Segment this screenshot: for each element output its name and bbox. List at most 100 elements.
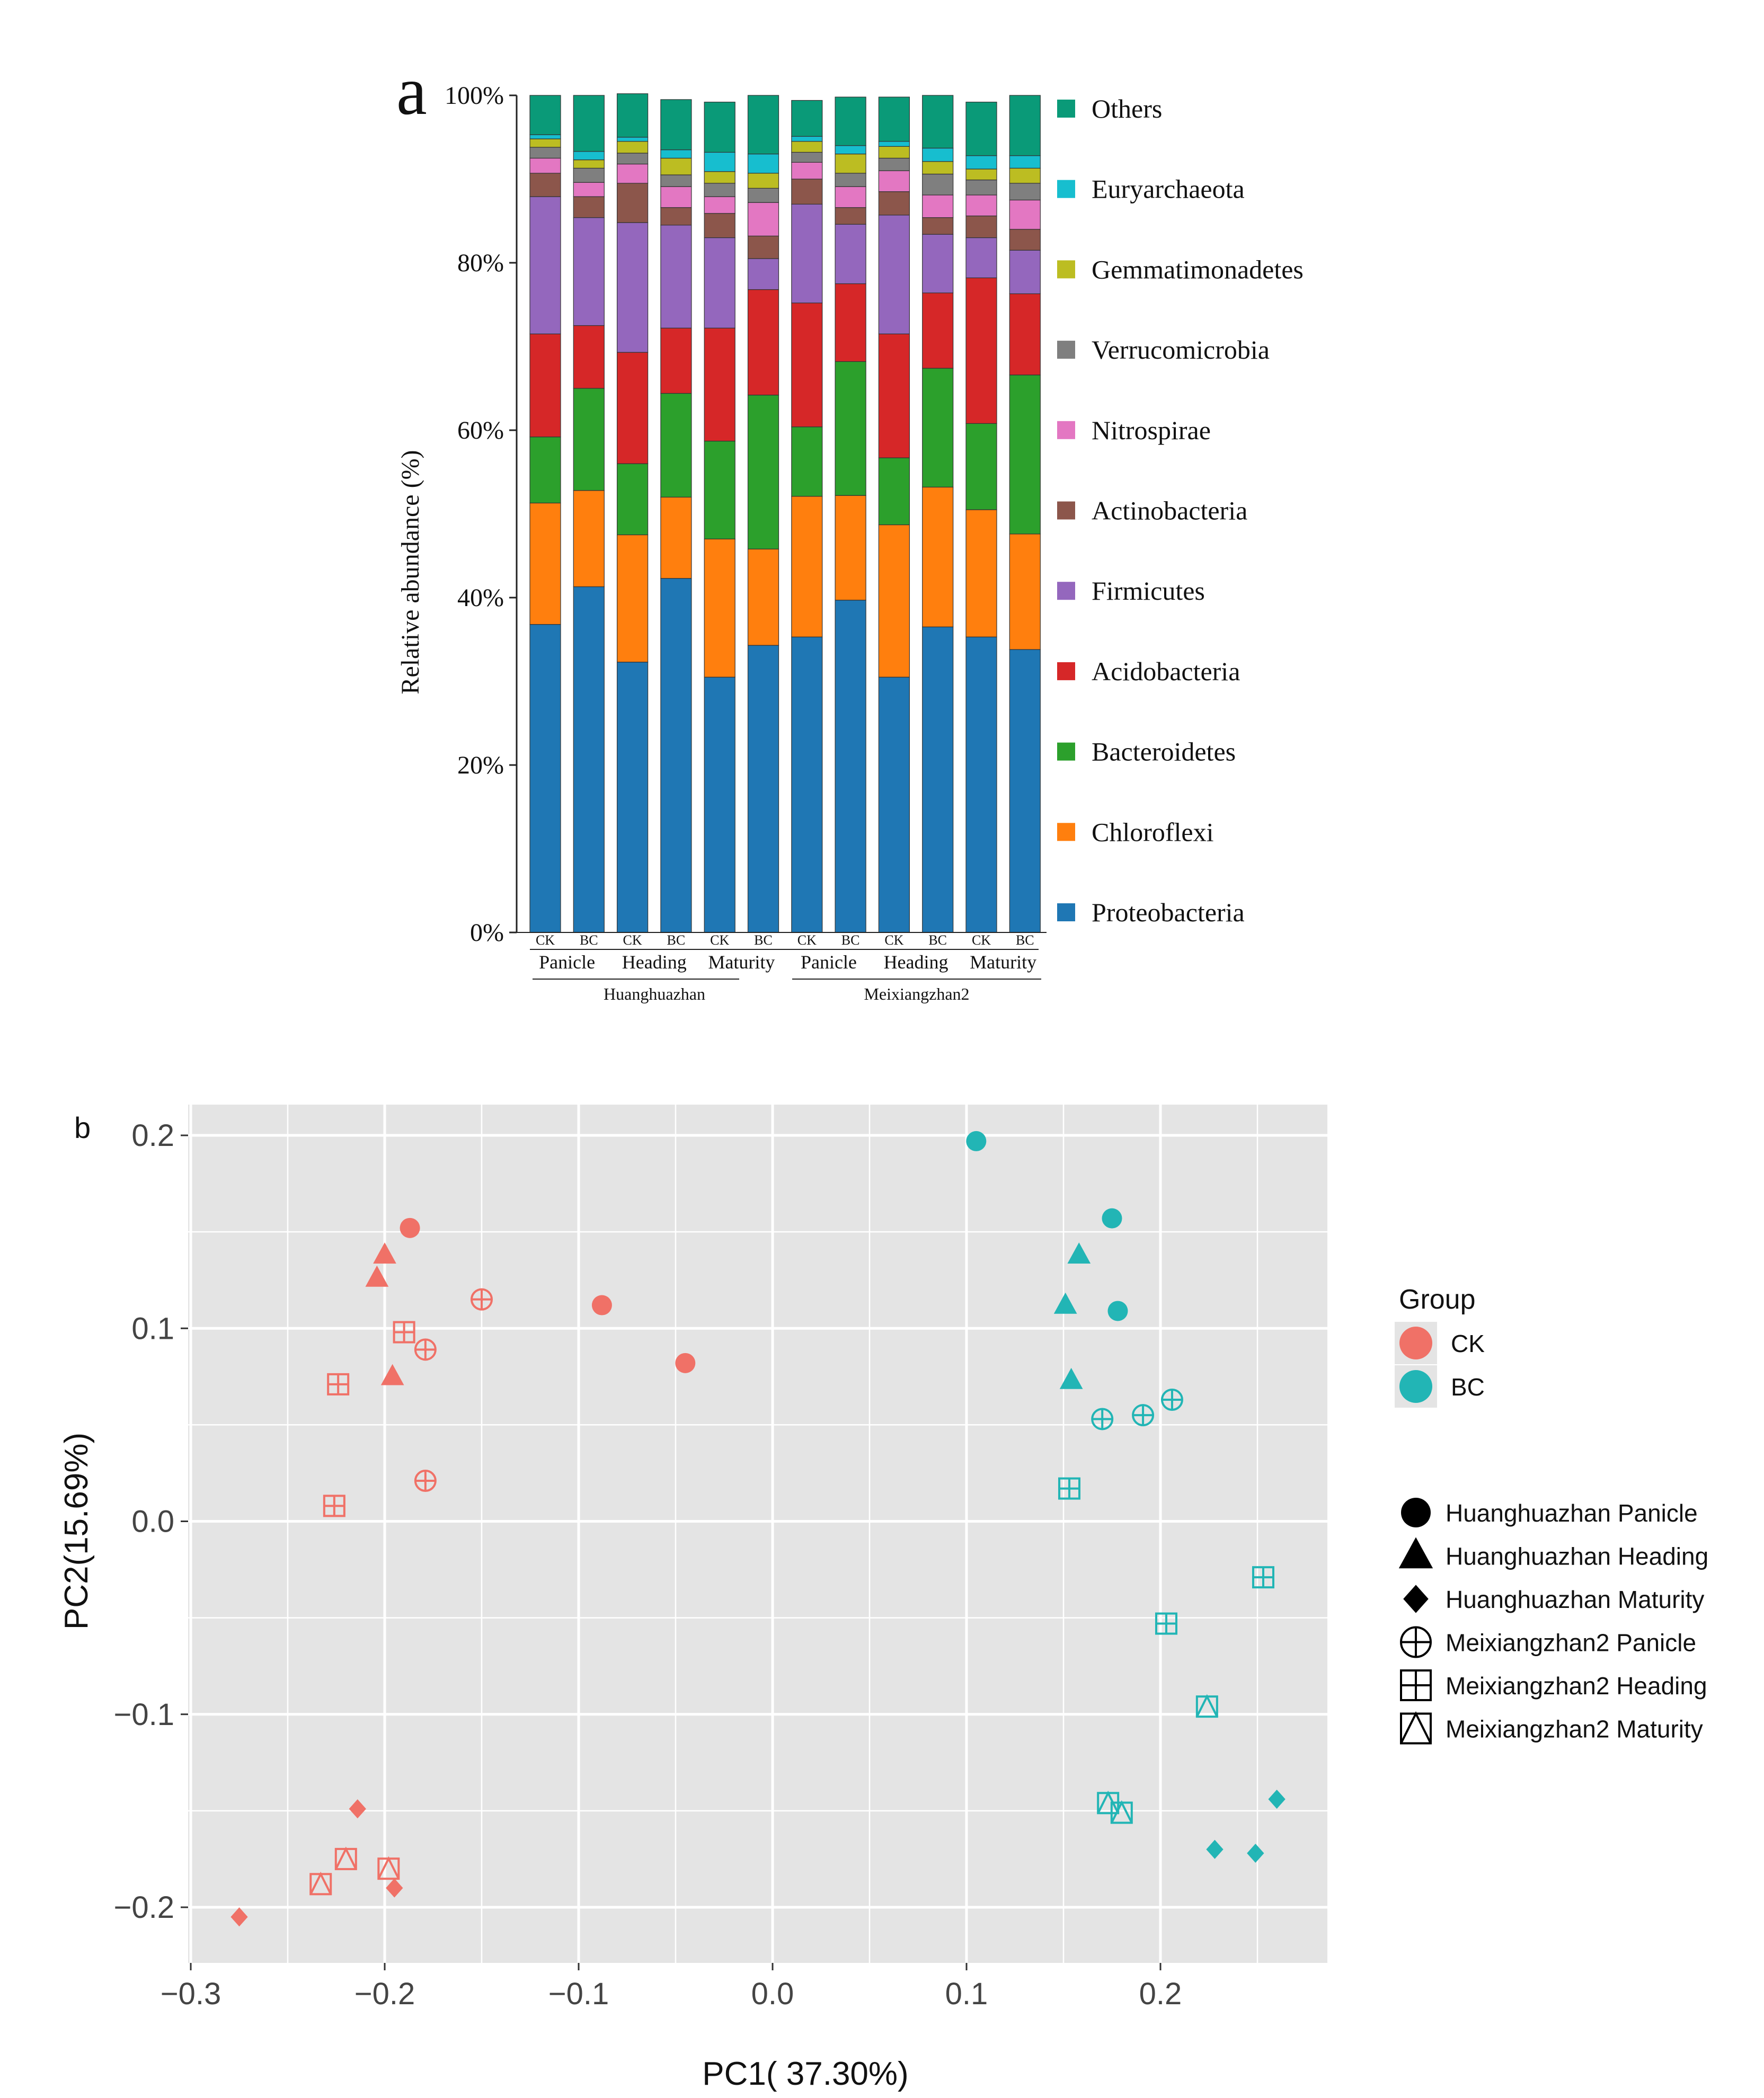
legend-shape-label: Meixiangzhan2 Maturity xyxy=(1446,1715,1703,1743)
bar-segment-chloroflexi xyxy=(835,495,866,601)
legend: Others Euryarchaeota Gemmatimonadetes Verru… xyxy=(1057,94,1304,927)
bar-segment-verrucomicrobia xyxy=(616,153,649,165)
bar-segment-firmicutes xyxy=(965,237,997,279)
x-tick-label: BC xyxy=(580,932,598,948)
x-tick-label: 0.1 xyxy=(945,1977,988,2011)
bar-segment-actinobacteria xyxy=(616,183,649,223)
bar-segment-chloroflexi xyxy=(660,496,692,579)
marker-shape xyxy=(386,1878,403,1898)
legend-label: Euryarchaeota xyxy=(1092,174,1245,204)
pca-scatter-chart: b −0.3 −0.2 −0.1 0.0 0.1 0.2 −0.2 −0.1 0.0 0.1 0.2… xyxy=(58,1105,1708,2092)
bar-segment-actinobacteria xyxy=(835,207,866,225)
y-axis: 0% 20% 40% 60% 80% 100% xyxy=(445,82,518,947)
bar-segment-firmicutes xyxy=(529,196,561,334)
x-axis-labels: CK BC CK BC CK BC CK BC CK BC CK BC Panicle Heading Ma… xyxy=(517,932,1047,1003)
point-bc-square-triangle xyxy=(1195,1694,1218,1718)
points xyxy=(231,1131,1286,1927)
legend-label: Others xyxy=(1092,94,1162,123)
bar-segment-acidobacteria xyxy=(660,327,692,394)
marker-shape xyxy=(966,1131,987,1151)
bar-stack-8 xyxy=(835,96,866,933)
point-bc-triangle xyxy=(1059,1367,1083,1389)
bar-stack-2 xyxy=(573,95,605,933)
stage-label: Panicle xyxy=(539,952,595,973)
point-ck-triangle xyxy=(380,1364,404,1385)
bar-segment-actinobacteria xyxy=(704,213,735,238)
y-tick-label: −0.2 xyxy=(114,1890,175,1925)
bar-segment-proteobacteria xyxy=(965,636,997,933)
legend-shape-marker xyxy=(1398,1537,1433,1569)
bar-segment-gemmatimonadetes xyxy=(529,138,561,148)
marker-shape xyxy=(1398,1537,1433,1569)
legend-shape-marker xyxy=(1400,1626,1432,1658)
legend-group-label: BC xyxy=(1451,1373,1485,1401)
bar-segment-chloroflexi xyxy=(704,538,735,678)
point-bc-diamond xyxy=(1247,1843,1264,1863)
bar-segment-gemmatimonadetes xyxy=(922,161,954,175)
variety-label: Meixiangzhan2 xyxy=(864,984,969,1003)
y-tick-label: −0.1 xyxy=(114,1697,175,1732)
legend-shape-label: Meixiangzhan2 Panicle xyxy=(1446,1629,1696,1657)
point-ck-square-cross xyxy=(323,1495,345,1517)
bar-segment-euryarchaeota xyxy=(747,154,779,174)
bar-segment-euryarchaeota xyxy=(616,137,649,142)
bar-segment-nitrospirae xyxy=(529,157,561,174)
bar-segment-actinobacteria xyxy=(791,179,823,205)
marker-shape xyxy=(1401,1498,1431,1527)
x-tick-label: BC xyxy=(928,932,947,948)
point-bc-circle xyxy=(1107,1301,1128,1321)
legend-swatch-proteobacteria xyxy=(1057,903,1075,921)
y-tick-label: 0.0 xyxy=(131,1505,174,1539)
bar-segment-others xyxy=(965,102,997,156)
legend-label: Firmicutes xyxy=(1092,576,1205,606)
bar-segment-bacteroidetes xyxy=(704,440,735,539)
bar-stack-3 xyxy=(616,93,649,933)
x-tick-label: CK xyxy=(623,932,642,948)
legend-label: Acidobacteria xyxy=(1092,656,1240,686)
stage-label: Maturity xyxy=(708,952,775,973)
legend-swatch-others xyxy=(1057,100,1075,118)
legend-label: Gemmatimonadetes xyxy=(1092,254,1304,284)
bar-segment-firmicutes xyxy=(791,203,823,304)
marker-shape xyxy=(1400,1711,1432,1744)
plot-panel xyxy=(188,1105,1327,1963)
bar-segment-actinobacteria xyxy=(747,235,779,259)
x-tick-label: CK xyxy=(972,932,991,948)
bar-segment-acidobacteria xyxy=(704,327,735,442)
legend-shape-marker xyxy=(1400,1711,1432,1745)
bar-segment-others xyxy=(747,95,779,155)
legend-label: Verrucomicrobia xyxy=(1092,335,1270,365)
x-tick-label: −0.1 xyxy=(548,1977,609,2011)
point-bc-circle-cross xyxy=(1132,1404,1155,1427)
bar-segment-acidobacteria xyxy=(922,292,954,369)
marker-shape xyxy=(591,1295,612,1315)
marker-shape xyxy=(1059,1367,1083,1389)
point-bc-square-triangle xyxy=(1110,1800,1133,1824)
bar-segment-proteobacteria xyxy=(791,636,823,933)
point-ck-triangle xyxy=(365,1265,389,1287)
point-bc-square-cross xyxy=(1252,1566,1274,1589)
bar-segment-verrucomicrobia xyxy=(660,174,692,187)
point-bc-circle-cross xyxy=(1160,1389,1183,1411)
marker-shape xyxy=(1400,1712,1432,1745)
bar-segment-chloroflexi xyxy=(616,534,649,663)
axis-ticks: −0.3 −0.2 −0.1 0.0 0.1 0.2 −0.2 −0.1 0.0 0.1 0.2 xyxy=(114,1118,1182,2011)
marker-shape xyxy=(1097,1790,1119,1814)
point-bc-triangle xyxy=(1053,1292,1077,1314)
legend-shape-marker xyxy=(1401,1498,1431,1527)
marker-shape xyxy=(365,1265,389,1287)
bar-segment-firmicutes xyxy=(660,225,692,328)
bar-segment-nitrospirae xyxy=(747,202,779,237)
marker-shape xyxy=(1196,1694,1218,1718)
bar-segment-euryarchaeota xyxy=(529,134,561,139)
bar-segment-bacteroidetes xyxy=(529,437,561,504)
bar-segment-gemmatimonadetes xyxy=(791,141,823,153)
bar-segment-others xyxy=(791,100,823,137)
legend-swatch-acidobacteria xyxy=(1057,662,1075,680)
bar-segment-euryarchaeota xyxy=(1009,155,1041,169)
bar-stack-4 xyxy=(660,99,692,933)
bar-segment-proteobacteria xyxy=(529,624,561,933)
bar-segment-others xyxy=(573,95,605,152)
marker-shape xyxy=(335,1846,357,1870)
